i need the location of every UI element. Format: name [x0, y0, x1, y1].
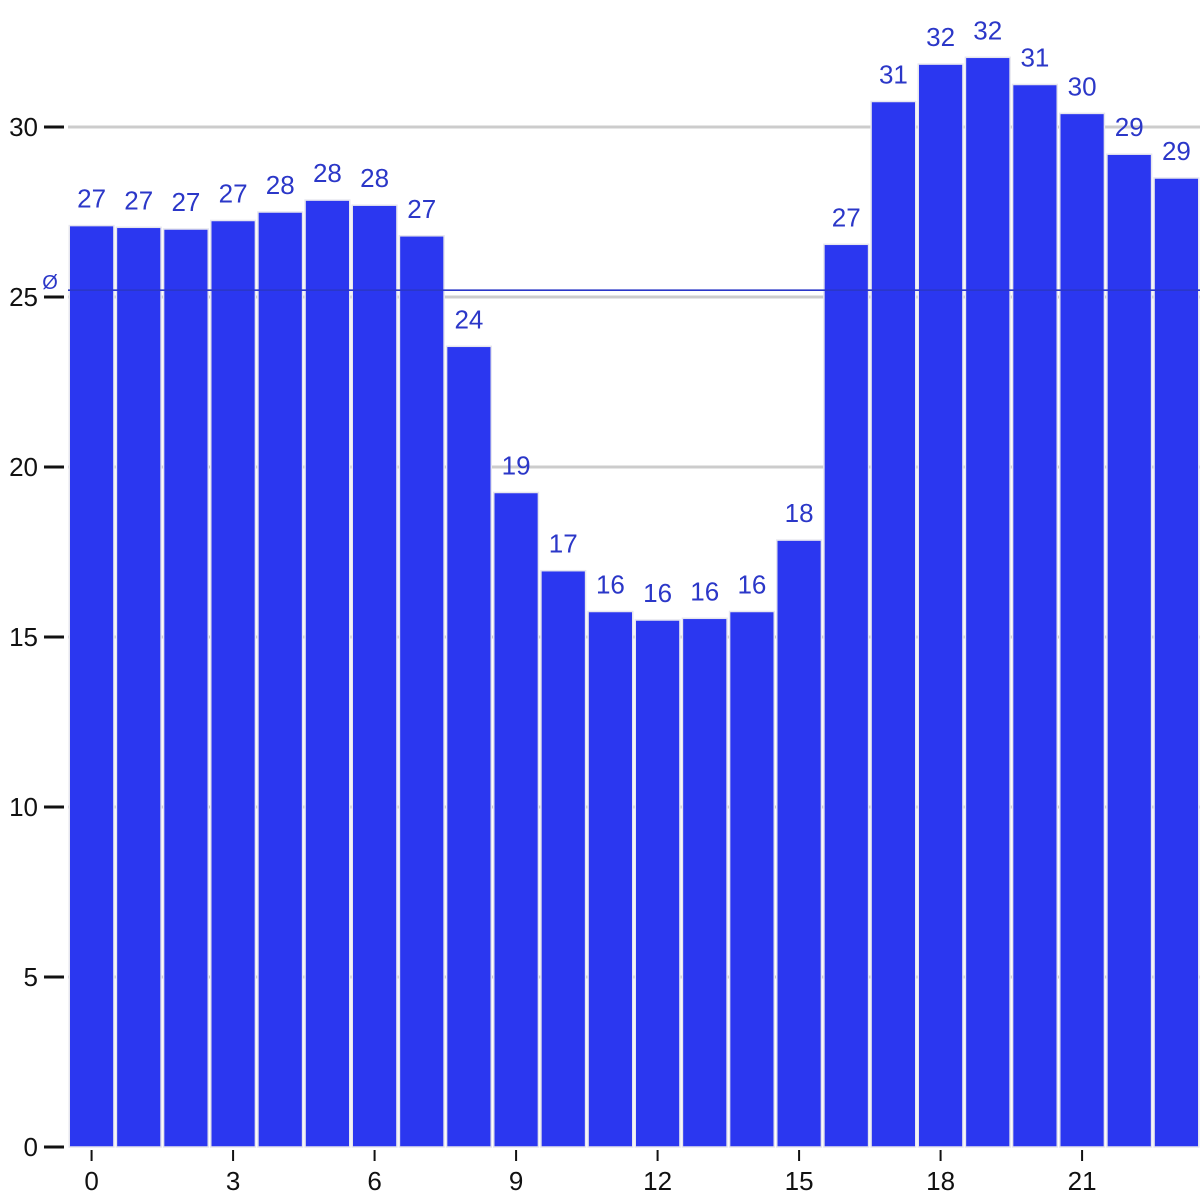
- x-tick-label: 3: [226, 1166, 240, 1196]
- data-label: 18: [785, 498, 814, 528]
- bar: [493, 491, 540, 1148]
- bar: [823, 243, 870, 1148]
- data-label: 32: [926, 22, 955, 52]
- bar: [917, 63, 964, 1148]
- data-label: 19: [502, 451, 531, 481]
- bars: [68, 56, 1200, 1148]
- data-labels: 27 27 27 27 28 28 28 27 24 19 17 16 16 16 16 18 27 31 32 32…: [77, 15, 1191, 608]
- data-label: 27: [124, 185, 153, 215]
- data-label: 27: [77, 184, 106, 214]
- data-label: 16: [690, 576, 719, 606]
- data-label: 27: [219, 179, 248, 209]
- data-label: 16: [596, 570, 625, 600]
- x-tick-label: 6: [367, 1166, 381, 1196]
- x-tick-label: 9: [509, 1166, 523, 1196]
- bar: [257, 211, 304, 1148]
- x-tick-label: 18: [926, 1166, 955, 1196]
- x-axis: 0 3 6 9 12 15 18 21: [84, 1150, 1097, 1196]
- x-tick-label: 15: [785, 1166, 814, 1196]
- x-tick-label: 21: [1068, 1166, 1097, 1196]
- bar: [1059, 112, 1106, 1148]
- y-tick-label: 20: [9, 452, 38, 482]
- y-tick-label: 30: [9, 112, 38, 142]
- bar: [162, 228, 209, 1148]
- bar: [728, 610, 775, 1148]
- bar: [540, 569, 587, 1148]
- data-label: 24: [454, 304, 483, 334]
- bar: [587, 610, 634, 1148]
- bar: [115, 226, 162, 1148]
- bar: [1106, 153, 1153, 1148]
- data-label: 27: [171, 187, 200, 217]
- data-label: 30: [1068, 71, 1097, 101]
- bar: [776, 539, 823, 1148]
- data-label: 31: [1020, 43, 1049, 73]
- y-tick-label: 25: [9, 282, 38, 312]
- data-label: 27: [832, 202, 861, 232]
- bar: [964, 56, 1011, 1148]
- bar: [398, 235, 445, 1148]
- data-label: 28: [313, 158, 342, 188]
- y-tick-label: 0: [24, 1132, 38, 1162]
- data-label: 31: [879, 60, 908, 90]
- data-label: 32: [973, 15, 1002, 45]
- data-label: 29: [1162, 136, 1191, 166]
- gridlines: [68, 125, 1200, 979]
- bar: [304, 199, 351, 1148]
- bar: [351, 204, 398, 1148]
- average-line-group: Ø: [42, 272, 1200, 294]
- bar: [445, 345, 493, 1148]
- data-label: 28: [266, 170, 295, 200]
- average-symbol: Ø: [42, 272, 58, 294]
- data-label: 27: [407, 194, 436, 224]
- bar: [68, 224, 115, 1148]
- bar: [634, 619, 681, 1148]
- x-tick-label: 12: [643, 1166, 672, 1196]
- bar: [210, 219, 257, 1148]
- y-tick-label: 10: [9, 792, 38, 822]
- y-tick-label: 15: [9, 622, 38, 652]
- data-label: 16: [643, 578, 672, 608]
- data-label: 29: [1115, 112, 1144, 142]
- bar: [1153, 177, 1200, 1148]
- bar: [1011, 83, 1058, 1148]
- data-label: 16: [737, 570, 766, 600]
- data-label: 17: [549, 529, 578, 559]
- x-tick-label: 0: [84, 1166, 98, 1196]
- y-axis: 0 5 10 15 20 25 30: [9, 112, 64, 1162]
- data-label: 28: [360, 163, 389, 193]
- bar: [681, 617, 728, 1148]
- bar: [870, 100, 917, 1148]
- y-tick-label: 5: [24, 962, 38, 992]
